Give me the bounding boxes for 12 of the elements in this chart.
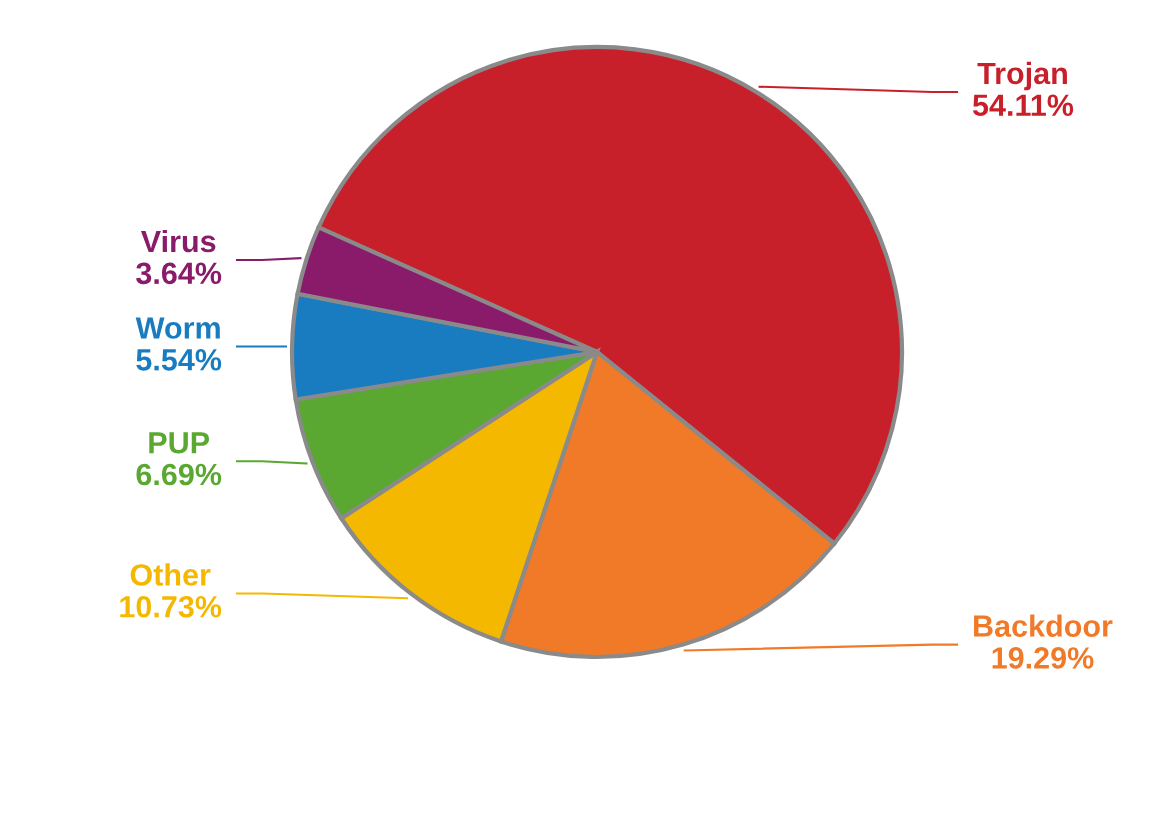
data-label: 10.73%	[120, 595, 222, 618]
data-label: 19.29%	[992, 647, 1094, 669]
slice-label: Backdoor	[974, 614, 1113, 637]
data-label: 3.64%	[136, 262, 222, 285]
data-label: 54.11%	[972, 94, 1074, 117]
data-label: 6.69%	[136, 463, 222, 486]
slice-label: Trojan	[977, 61, 1067, 91]
data-label: 5.54%	[136, 349, 222, 371]
slice-label: Other	[130, 563, 211, 586]
slice-label: Virus	[140, 229, 216, 253]
slice-label: Worm	[135, 317, 220, 339]
slice-label: PUP	[149, 432, 210, 454]
